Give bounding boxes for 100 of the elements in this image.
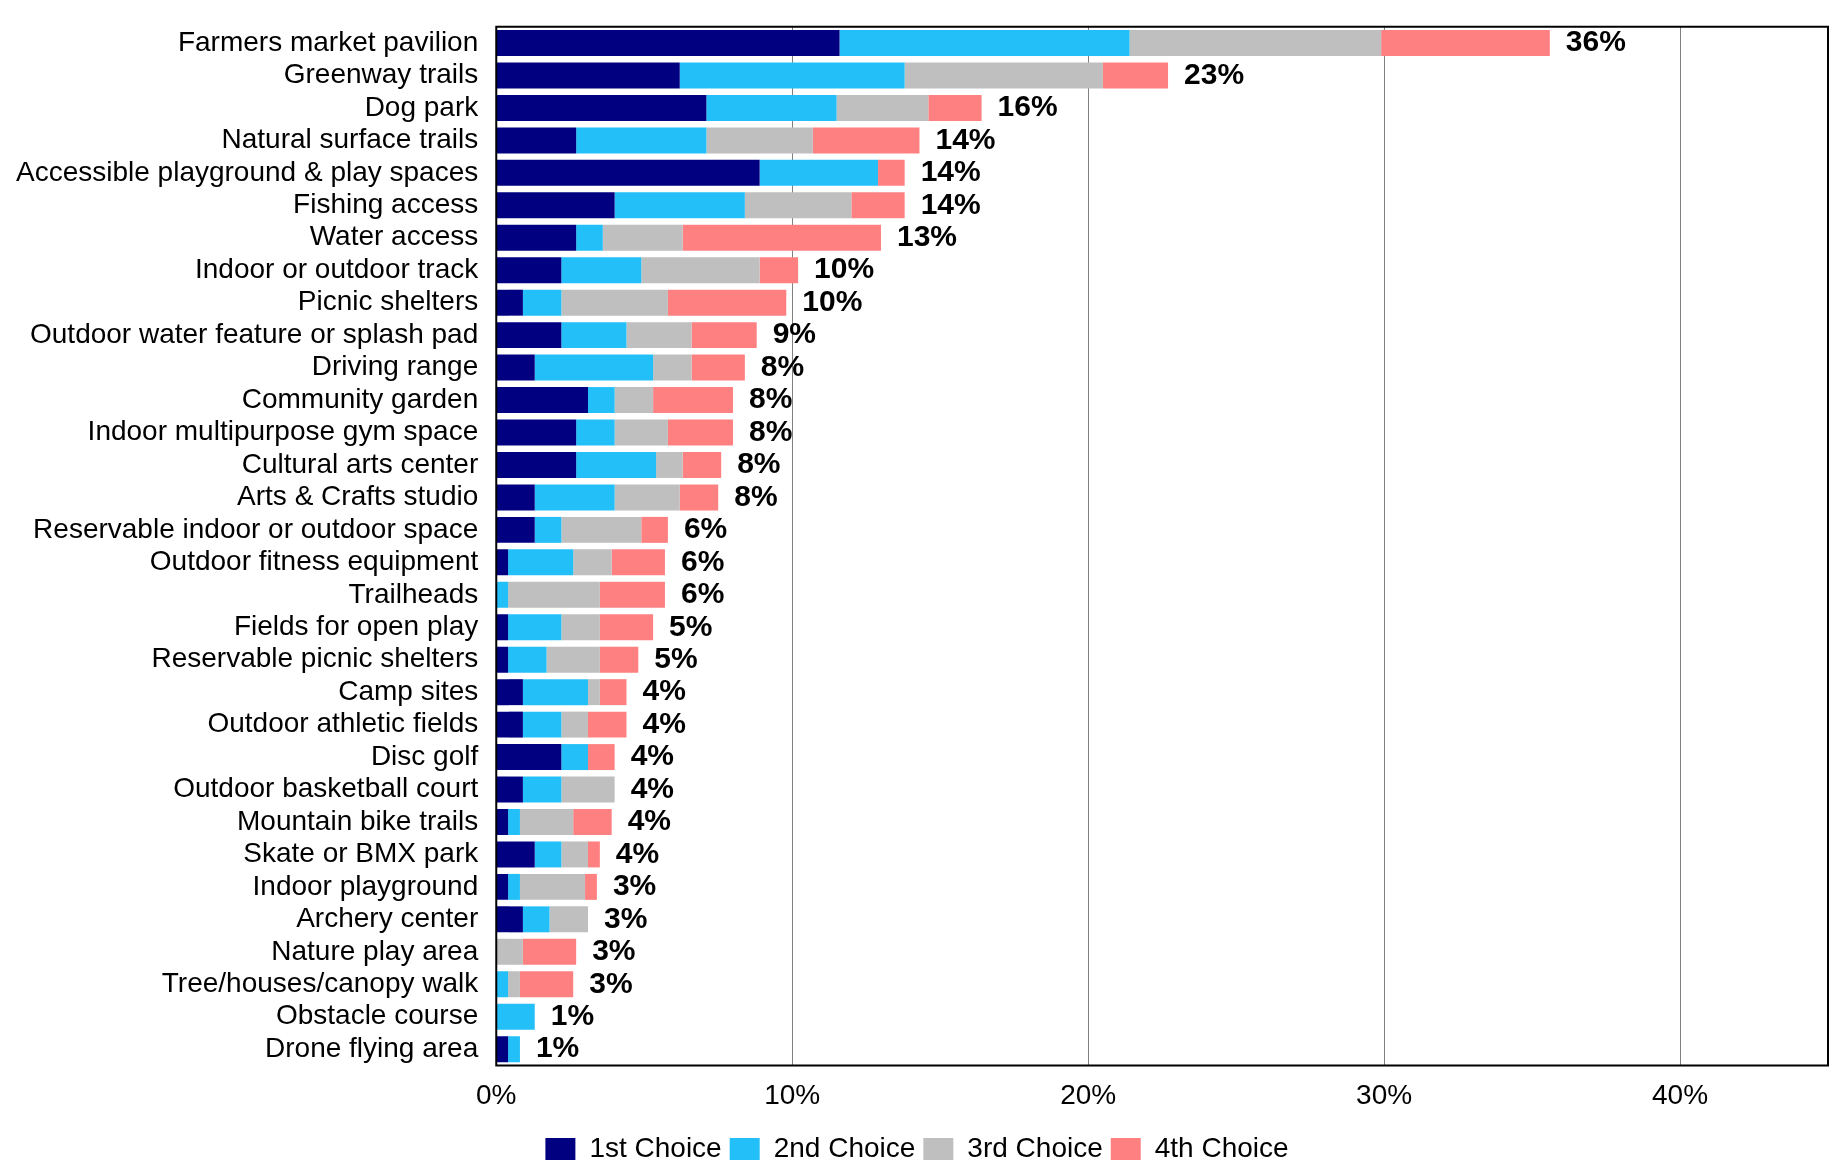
bar <box>691 354 745 381</box>
total-label: 1% <box>550 997 595 1031</box>
bar <box>496 451 577 478</box>
bar <box>561 322 627 349</box>
bar <box>573 549 612 576</box>
y-tick-label: Skate or BMX park <box>243 837 480 869</box>
bar <box>522 776 562 803</box>
bar <box>667 289 787 316</box>
bar <box>496 646 509 673</box>
bar <box>534 354 654 381</box>
bar <box>496 192 615 219</box>
bar <box>588 387 615 414</box>
bar <box>496 809 509 835</box>
total-label: 36% <box>1565 24 1626 58</box>
total-label: 8% <box>737 446 781 480</box>
bar <box>599 646 639 673</box>
bar <box>496 127 577 154</box>
bar <box>588 744 615 771</box>
total-label: 6% <box>680 576 725 610</box>
y-tick-label: Fields for open play <box>233 609 479 641</box>
bar <box>561 257 642 284</box>
x-tick-label: 40% <box>1652 1078 1709 1110</box>
bar <box>496 62 680 89</box>
bar <box>496 94 707 121</box>
bar <box>496 484 535 511</box>
bar <box>599 581 665 608</box>
total-label: 5% <box>669 608 713 642</box>
y-tick-label: Reservable indoor or outdoor space <box>33 512 479 544</box>
y-tick-label: Disc golf <box>370 739 479 771</box>
y-tick-label: Water access <box>309 220 479 252</box>
y-tick-label: Outdoor athletic fields <box>207 707 479 739</box>
bar <box>549 906 588 933</box>
bar <box>679 484 719 511</box>
y-tick-label: Indoor or outdoor track <box>194 252 480 284</box>
y-tick-label: Archery center <box>296 902 479 934</box>
bar <box>904 62 1103 89</box>
bar <box>496 387 588 414</box>
bar <box>496 679 523 706</box>
bar <box>496 257 562 284</box>
bar <box>522 906 550 933</box>
bar <box>519 971 574 998</box>
bar <box>878 159 905 186</box>
bar <box>534 516 562 543</box>
bar <box>561 841 588 868</box>
bar <box>508 614 562 641</box>
total-label: 8% <box>734 478 778 512</box>
total-label: 4% <box>627 803 672 837</box>
bar <box>656 451 683 478</box>
bar <box>496 419 577 446</box>
bar <box>496 971 509 998</box>
bar <box>522 938 577 965</box>
total-label: 6% <box>680 543 725 577</box>
bar <box>1381 30 1550 57</box>
bar <box>614 419 668 446</box>
bar <box>508 971 520 998</box>
total-label: 3% <box>604 900 648 934</box>
bar <box>508 873 520 900</box>
y-tick-label: Reservable picnic shelters <box>151 642 479 674</box>
total-label: 10% <box>802 283 863 317</box>
bar <box>496 841 535 868</box>
bar <box>706 94 837 121</box>
y-tick-label: Farmers market pavilion <box>177 25 479 57</box>
bar <box>534 841 562 868</box>
y-tick-label: Picnic shelters <box>297 285 479 317</box>
bar <box>522 289 562 316</box>
bar <box>576 127 707 154</box>
bar <box>599 679 627 706</box>
total-label: 4% <box>642 705 686 739</box>
y-tick-label: Outdoor basketball court <box>173 772 479 804</box>
bar <box>691 322 757 349</box>
y-tick-label: Community garden <box>241 382 479 414</box>
total-label: 9% <box>772 316 817 350</box>
total-label: 8% <box>749 381 793 415</box>
total-label: 8% <box>749 413 793 447</box>
bar <box>519 809 574 835</box>
bar <box>599 614 654 641</box>
bar <box>496 1036 509 1063</box>
bar <box>496 906 523 933</box>
bar <box>839 30 1130 57</box>
total-label: 8% <box>760 348 805 382</box>
y-tick-label: Mountain bike trails <box>237 804 479 836</box>
bar <box>561 776 615 803</box>
bar <box>576 224 603 251</box>
y-tick-label: Arts & Crafts studio <box>237 480 479 512</box>
bar <box>522 679 588 706</box>
total-label: 3% <box>589 965 633 999</box>
bar <box>836 94 929 121</box>
bar <box>614 484 680 511</box>
total-label: 23% <box>1184 56 1245 90</box>
y-tick-label: Camp sites <box>338 674 479 706</box>
total-label: 6% <box>683 511 728 545</box>
y-tick-label: Drone flying area <box>265 1031 479 1063</box>
y-tick-label: Nature play area <box>271 934 479 966</box>
bar <box>576 419 615 446</box>
bar <box>588 711 627 738</box>
bar <box>522 711 562 738</box>
total-label: 13% <box>896 219 958 253</box>
bar <box>496 711 523 738</box>
bar <box>496 159 760 186</box>
y-tick-label: Greenway trails <box>283 58 479 90</box>
